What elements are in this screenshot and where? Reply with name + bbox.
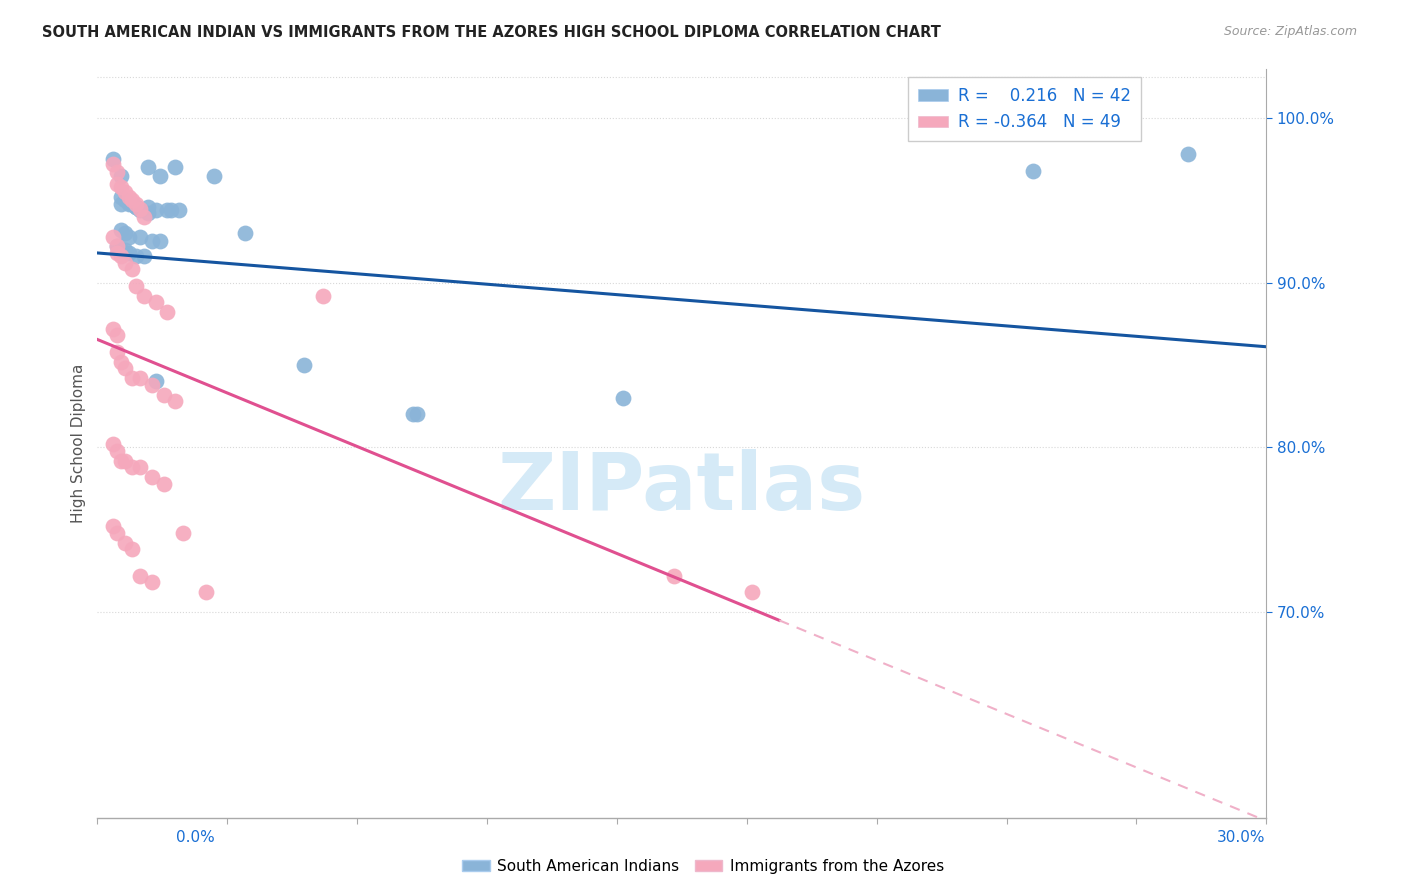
Point <box>125 196 148 211</box>
Point <box>114 536 136 550</box>
Point <box>662 569 685 583</box>
Point <box>121 262 143 277</box>
Text: ZIPatlas: ZIPatlas <box>498 450 866 527</box>
Point <box>741 585 763 599</box>
Point <box>121 460 143 475</box>
Point <box>110 243 132 257</box>
Point <box>110 453 132 467</box>
Point <box>125 200 148 214</box>
Point <box>145 295 167 310</box>
Point <box>312 289 335 303</box>
Point <box>105 526 128 541</box>
Point <box>149 235 172 249</box>
Point <box>172 526 194 541</box>
Point <box>117 246 139 260</box>
Point <box>101 519 124 533</box>
Point <box>121 194 143 208</box>
Text: Source: ZipAtlas.com: Source: ZipAtlas.com <box>1223 25 1357 38</box>
Point <box>114 243 136 257</box>
Point <box>105 165 128 179</box>
Point <box>121 196 143 211</box>
Point <box>129 371 152 385</box>
Point <box>129 202 152 216</box>
Point <box>125 200 148 214</box>
Point <box>117 190 139 204</box>
Point <box>101 437 124 451</box>
Point <box>105 344 128 359</box>
Point <box>101 152 124 166</box>
Point <box>101 157 124 171</box>
Point <box>125 249 148 263</box>
Point <box>1177 147 1199 161</box>
Point <box>129 229 152 244</box>
Point <box>152 387 174 401</box>
Point <box>110 354 132 368</box>
Point <box>110 223 132 237</box>
Point <box>101 229 124 244</box>
Point <box>114 185 136 199</box>
Point <box>110 196 132 211</box>
Point <box>110 190 132 204</box>
Point <box>405 408 427 422</box>
Point <box>235 226 257 240</box>
Point <box>114 361 136 376</box>
Point <box>105 177 128 191</box>
Point <box>141 470 163 484</box>
Point <box>292 358 315 372</box>
Text: 30.0%: 30.0% <box>1218 830 1265 845</box>
Point <box>110 169 132 183</box>
Point <box>402 408 425 422</box>
Point <box>132 210 155 224</box>
Point <box>105 246 128 260</box>
Point <box>105 239 128 253</box>
Point <box>149 169 172 183</box>
Point <box>129 203 152 218</box>
Point <box>141 575 163 590</box>
Point <box>105 443 128 458</box>
Point <box>125 279 148 293</box>
Point <box>101 322 124 336</box>
Point <box>612 391 634 405</box>
Point <box>202 169 225 183</box>
Point <box>114 226 136 240</box>
Y-axis label: High School Diploma: High School Diploma <box>72 364 86 523</box>
Point <box>167 203 190 218</box>
Point <box>105 328 128 343</box>
Point <box>117 229 139 244</box>
Point <box>129 569 152 583</box>
Point <box>145 375 167 389</box>
Point <box>1021 163 1043 178</box>
Point <box>165 394 187 409</box>
Point <box>141 377 163 392</box>
Point <box>121 371 143 385</box>
Text: 0.0%: 0.0% <box>176 830 215 845</box>
Point <box>132 289 155 303</box>
Point <box>132 249 155 263</box>
Point <box>114 256 136 270</box>
Point <box>165 161 187 175</box>
Point <box>121 196 143 211</box>
Point <box>156 203 179 218</box>
Point <box>156 305 179 319</box>
Point <box>105 239 128 253</box>
Point <box>160 203 183 218</box>
Legend: South American Indians, Immigrants from the Azores: South American Indians, Immigrants from … <box>456 853 950 880</box>
Point <box>145 203 167 218</box>
Point <box>110 180 132 194</box>
Point <box>136 200 159 214</box>
Legend: R =    0.216   N = 42, R = -0.364   N = 49: R = 0.216 N = 42, R = -0.364 N = 49 <box>908 77 1142 141</box>
Point <box>152 476 174 491</box>
Point <box>121 542 143 557</box>
Point <box>195 585 218 599</box>
Point <box>114 453 136 467</box>
Point <box>136 161 159 175</box>
Point <box>129 460 152 475</box>
Point <box>114 194 136 208</box>
Point <box>117 196 139 211</box>
Point <box>141 235 163 249</box>
Text: SOUTH AMERICAN INDIAN VS IMMIGRANTS FROM THE AZORES HIGH SCHOOL DIPLOMA CORRELAT: SOUTH AMERICAN INDIAN VS IMMIGRANTS FROM… <box>42 25 941 40</box>
Point <box>136 206 159 220</box>
Point <box>110 249 132 263</box>
